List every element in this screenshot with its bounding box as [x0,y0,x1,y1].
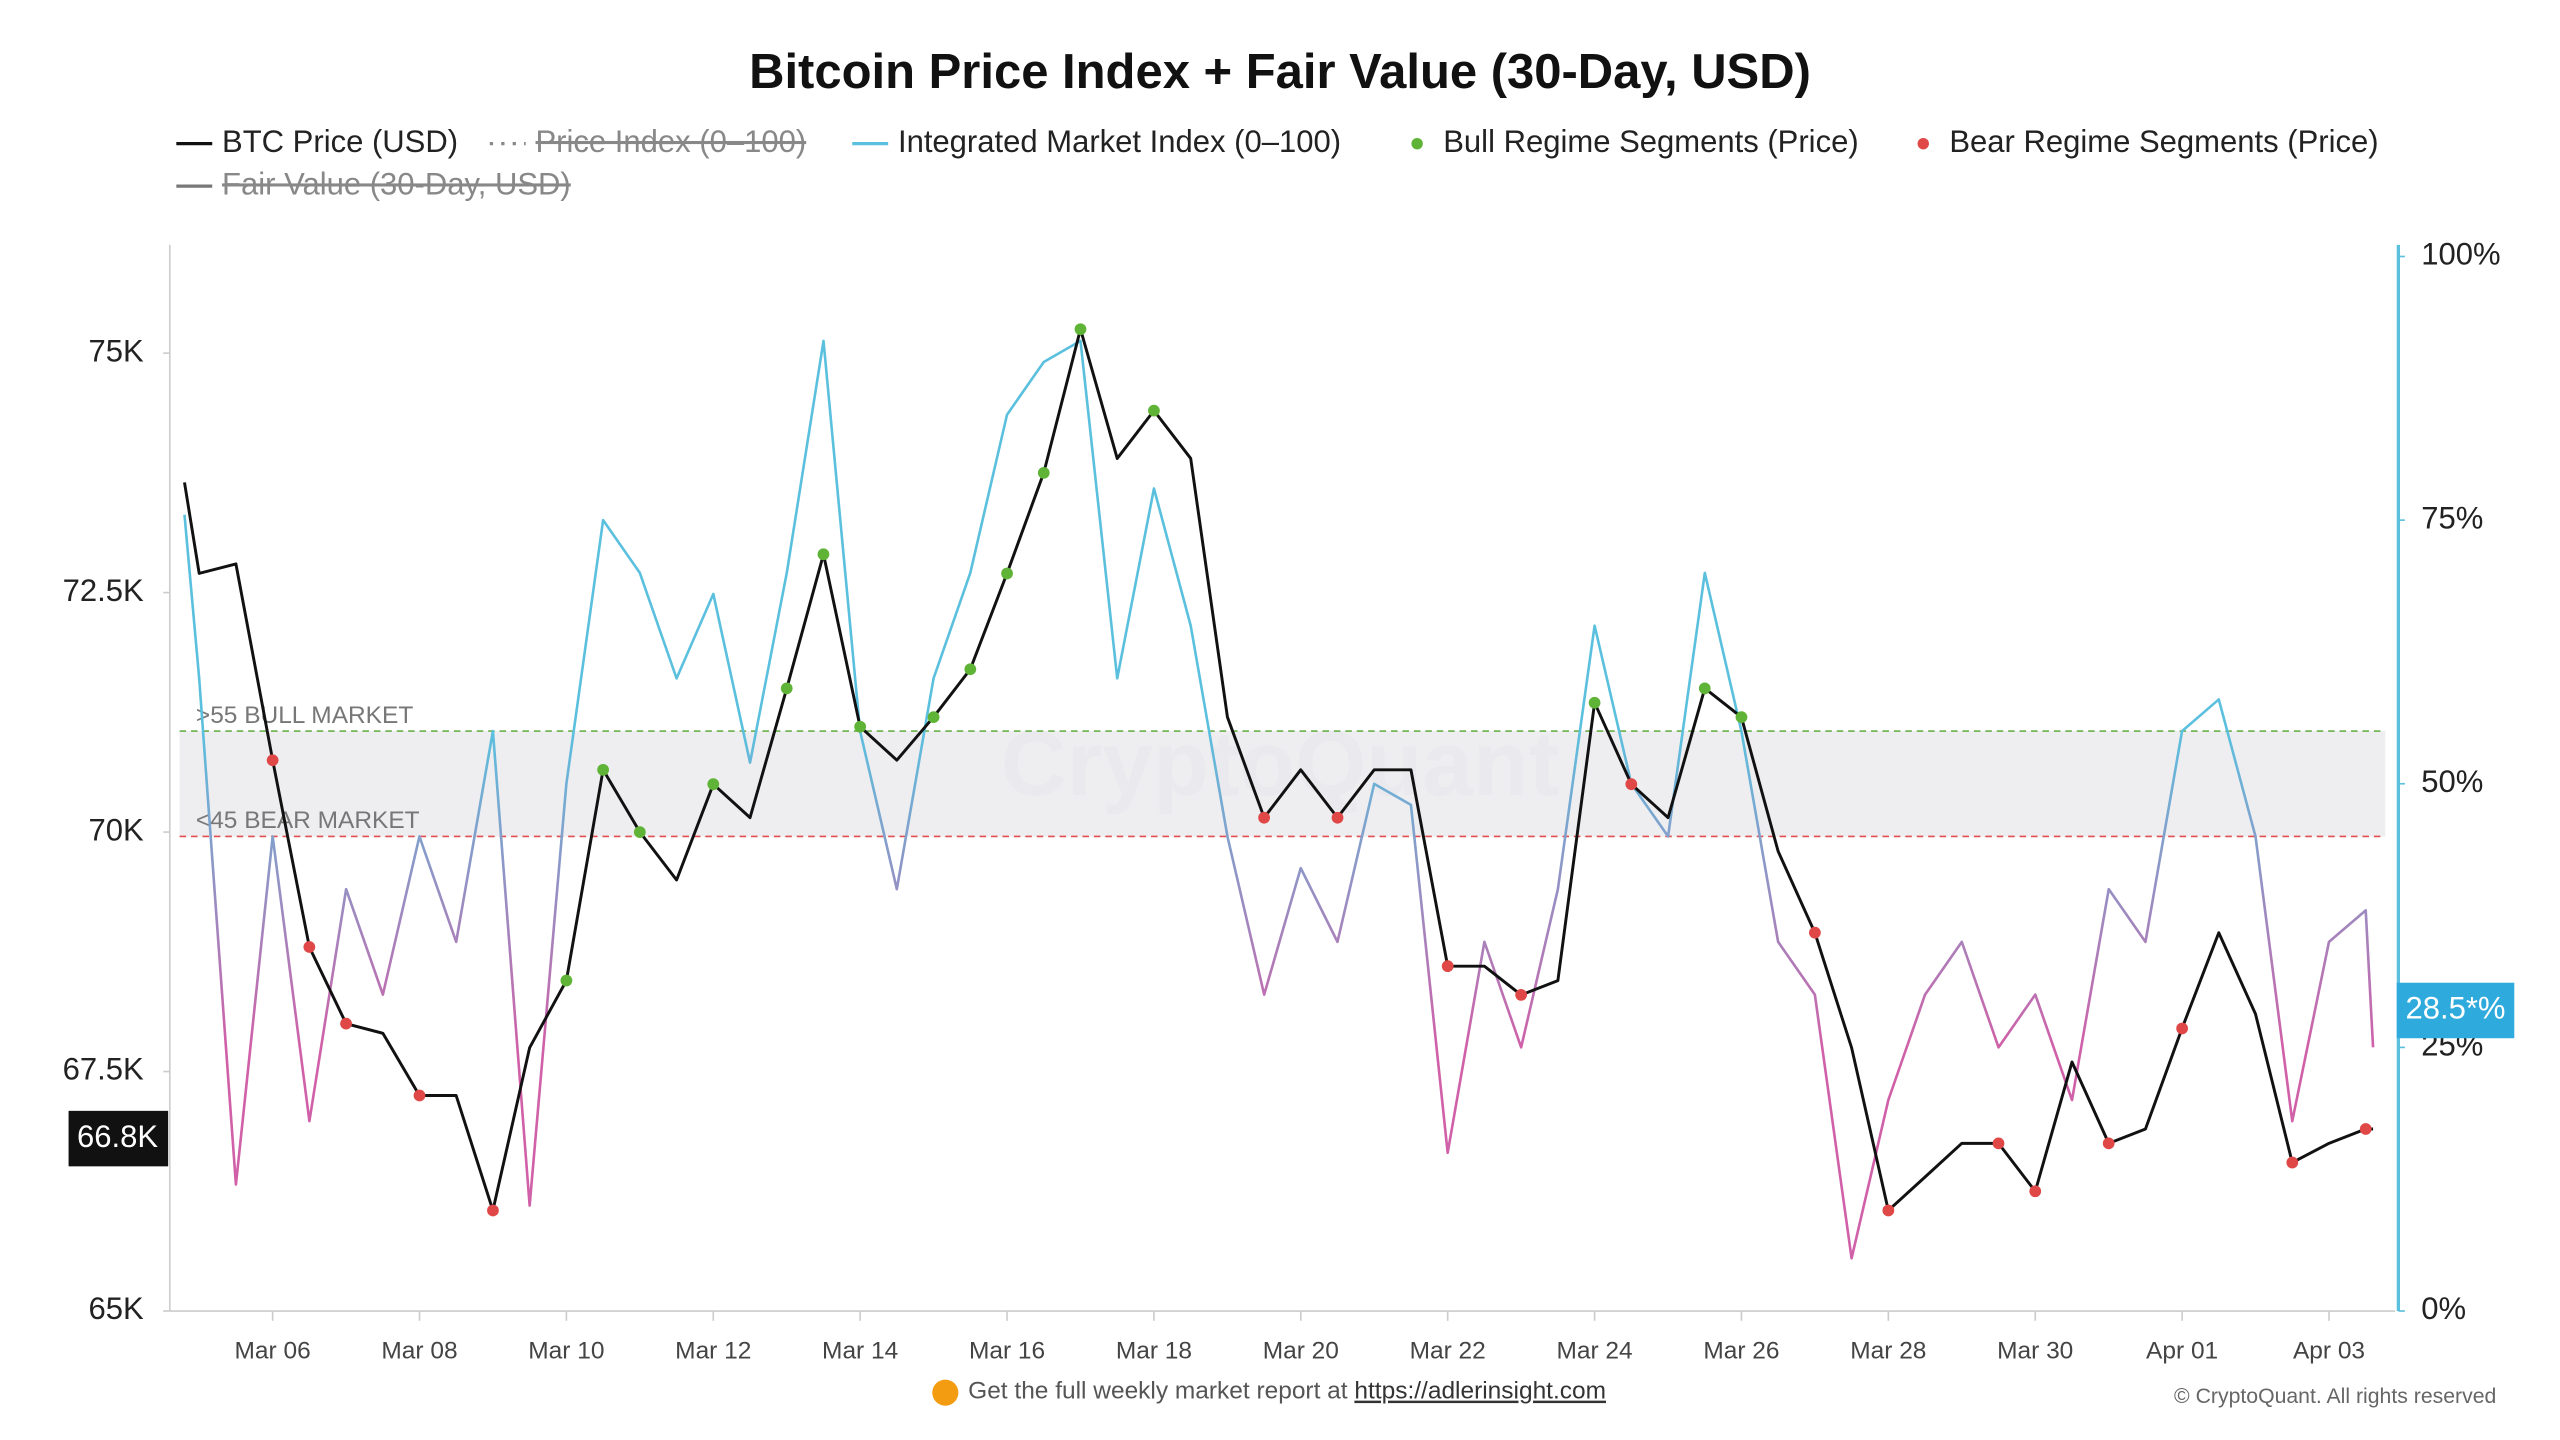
y-tick-label: 75K [88,333,143,368]
x-tick-label: Mar 10 [528,1337,604,1364]
regime-point [927,711,940,724]
y-tick-label: 72.5K [63,573,144,608]
copyright: © CryptoQuant. All rights reserved [2174,1385,2496,1408]
y-tick-label: 67.5K [63,1052,144,1087]
regime-point [1148,404,1160,417]
price-line [183,327,2374,1212]
regime-point [2286,1156,2299,1169]
x-tick-label: Mar 26 [1703,1337,1779,1364]
regime-point [1992,1137,2005,1150]
x-tick-label: Mar 14 [822,1337,898,1364]
regime-point [2359,1123,2372,1135]
y2-tick-label: 50% [2421,764,2483,799]
regime-point [1735,711,1748,724]
regime-point [1074,323,1087,336]
regime-point [303,941,316,953]
regime-point [633,826,646,838]
x-tick-label: Mar 22 [1410,1337,1486,1364]
legend-label[interactable]: Bull Regime Segments (Price) [1443,124,1858,159]
footer: Get the full weekly market report at htt… [968,1378,1606,1405]
legend-label[interactable]: Integrated Market Index (0–100) [898,124,1341,159]
regime-point [1588,696,1601,709]
regime-point [2176,1022,2188,1035]
x-tick-label: Mar 08 [381,1337,457,1364]
regime-point [2102,1137,2115,1150]
y2-tick-label: 75% [2421,500,2483,535]
legend-label[interactable]: Price Index (0–100) [536,124,807,159]
x-tick-label: Mar 24 [1557,1337,1633,1364]
regime-point [1258,811,1270,824]
price-badge-label: 66.8K [77,1119,158,1154]
regime-point [1001,567,1013,580]
regime-point [266,754,279,767]
regime-point [487,1204,499,1217]
regime-point [1331,811,1344,824]
x-tick-label: Mar 30 [1997,1337,2073,1364]
regime-point [1882,1204,1895,1217]
regime-point [780,682,793,695]
y2-tick-label: 100% [2421,237,2500,272]
x-tick-label: Mar 18 [1116,1337,1192,1364]
footer-icon [932,1379,959,1406]
neutral-band [179,731,2386,837]
x-tick-label: Mar 28 [1850,1337,1926,1364]
regime-point [340,1017,352,1030]
price-badge [68,1110,169,1167]
regime-point [707,778,720,791]
legend-label[interactable]: Fair Value (30-Day, USD) [222,166,571,201]
regime-point [413,1089,426,1102]
legend-symbol [1411,137,1423,150]
y2-tick-label: 0% [2421,1291,2466,1326]
regime-point [2029,1185,2042,1198]
index-line [183,339,2375,1260]
regime-point [1515,989,1528,1001]
regime-point [560,974,573,987]
index-badge [2396,982,2515,1039]
chart-title: Bitcoin Price Index + Fair Value (30-Day… [749,45,1811,99]
legend-label[interactable]: Bear Regime Segments (Price) [1949,124,2378,159]
regime-point [597,763,609,776]
regime-point [1037,466,1050,479]
regime-point [1698,682,1711,695]
x-tick-label: Mar 06 [235,1337,311,1364]
index-badge-label: 28.5*% [2406,991,2506,1026]
y-tick-label: 65K [88,1291,143,1326]
zone-label: >55 BULL MARKET [196,702,413,729]
regime-point [1809,926,1821,939]
x-tick-label: Mar 20 [1263,1337,1339,1364]
legend-label[interactable]: BTC Price (USD) [222,124,458,159]
x-tick-label: Mar 16 [969,1337,1045,1364]
x-tick-label: Apr 01 [2146,1337,2218,1364]
x-tick-label: Apr 03 [2293,1337,2365,1364]
zone-label: <45 BEAR MARKET [196,807,420,834]
regime-point [854,720,867,733]
regime-point [1441,960,1454,973]
regime-point [817,548,830,561]
x-tick-label: Mar 12 [675,1337,751,1364]
footer-link[interactable]: https://adlerinsight.com [1354,1378,1606,1405]
y-tick-label: 70K [88,812,143,847]
legend-symbol [1917,137,1929,150]
regime-point [1625,778,1638,791]
footer-text: Get the full weekly market report at [968,1378,1348,1405]
regime-point [964,663,977,676]
